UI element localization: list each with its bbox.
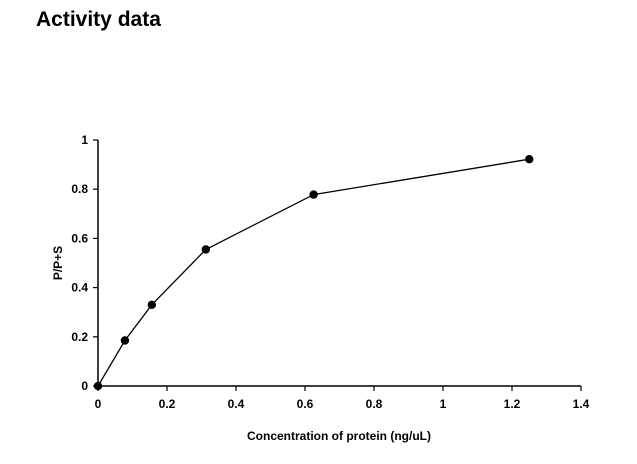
x-tick-label: 0.8 <box>366 397 383 411</box>
y-tick-label: 0.6 <box>71 231 88 245</box>
y-tick-label: 0 <box>81 379 88 393</box>
x-tick-label: 0.4 <box>228 397 245 411</box>
data-point <box>93 381 103 391</box>
x-tick-label: 0.2 <box>159 397 176 411</box>
page-title: Activity data <box>36 8 161 31</box>
x-ticks: 0 0.2 0.4 0.6 0.8 1 1.2 1.4 <box>95 386 590 411</box>
y-tick-label: 0.4 <box>71 281 88 295</box>
y-tick-label: 0.2 <box>71 330 88 344</box>
x-tick-label: 0 <box>95 397 102 411</box>
x-tick-label: 0.6 <box>297 397 314 411</box>
plot-area <box>93 154 534 391</box>
data-point <box>525 154 534 164</box>
y-tick-label: 1 <box>81 133 88 147</box>
y-ticks: 0 0.2 0.4 0.6 0.8 1 <box>71 133 98 393</box>
y-tick-label: 0.8 <box>71 182 88 196</box>
data-point <box>120 336 130 345</box>
series-line <box>97 158 530 387</box>
x-tick-label: 1.4 <box>573 397 590 411</box>
data-point <box>309 190 318 199</box>
y-axis-label: P/P+S <box>51 246 65 280</box>
data-point <box>147 300 157 310</box>
y-axis: 0 0.2 0.4 0.6 0.8 1 <box>71 133 99 393</box>
x-tick-label: 1 <box>440 397 447 411</box>
x-axis-label: Concentration of protein (ng/uL) <box>247 429 431 443</box>
data-point <box>201 245 211 254</box>
x-axis: 0 0.2 0.4 0.6 0.8 1 1.2 1.4 <box>95 385 590 411</box>
x-tick-label: 1.2 <box>504 397 521 411</box>
